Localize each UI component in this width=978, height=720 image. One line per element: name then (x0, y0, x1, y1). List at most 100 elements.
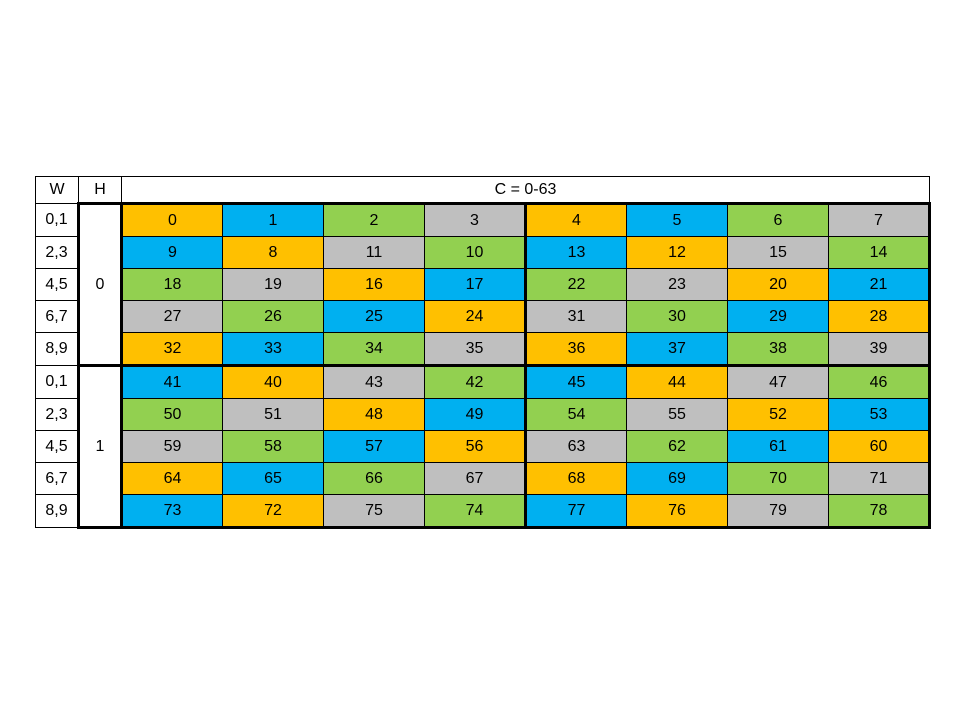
data-cell: 47 (727, 364, 829, 399)
data-cell: 55 (626, 398, 728, 431)
data-cell: 50 (120, 398, 223, 431)
data-cell: 72 (222, 494, 324, 529)
data-cell: 43 (323, 364, 425, 399)
data-cell: 71 (828, 462, 931, 495)
data-cell: 41 (120, 364, 223, 399)
data-cell: 26 (222, 300, 324, 333)
data-cell: 42 (424, 364, 526, 399)
w-label-cell: 0,1 (35, 203, 79, 237)
data-cell: 56 (424, 430, 526, 463)
data-cell: 38 (727, 332, 829, 366)
data-cell: 77 (524, 494, 627, 529)
data-cell: 27 (120, 300, 223, 333)
data-cell: 31 (524, 300, 627, 333)
data-cell: 13 (524, 236, 627, 269)
w-label-cell: 8,9 (35, 494, 79, 528)
w-label-cell: 4,5 (35, 268, 79, 301)
data-cell: 22 (524, 268, 627, 301)
data-cell: 63 (524, 430, 627, 463)
table-row: 8,9 32 33 34 35 36 37 38 39 (35, 332, 931, 366)
data-cell: 62 (626, 430, 728, 463)
table-row: 4,5 59 58 57 56 63 62 61 60 (35, 430, 931, 463)
data-cell: 32 (120, 332, 223, 366)
data-cell: 52 (727, 398, 829, 431)
data-cell: 60 (828, 430, 931, 463)
data-cell: 29 (727, 300, 829, 333)
table-row: 6,7 64 65 66 67 68 69 70 71 (35, 462, 931, 495)
data-cell: 19 (222, 268, 324, 301)
data-cell: 76 (626, 494, 728, 529)
data-cell: 46 (828, 364, 931, 399)
data-cell: 49 (424, 398, 526, 431)
data-cell: 35 (424, 332, 526, 366)
data-cell: 39 (828, 332, 931, 366)
data-cell: 53 (828, 398, 931, 431)
w-label-cell: 6,7 (35, 462, 79, 495)
data-cell: 74 (424, 494, 526, 529)
data-cell: 64 (120, 462, 223, 495)
data-cell: 17 (424, 268, 526, 301)
data-cell: 66 (323, 462, 425, 495)
data-cell: 58 (222, 430, 324, 463)
data-cell: 8 (222, 236, 324, 269)
w-label-cell: 4,5 (35, 430, 79, 463)
table-row: 8,9 73 72 75 74 77 76 79 78 (35, 494, 931, 529)
data-cell: 59 (120, 430, 223, 463)
data-cell: 34 (323, 332, 425, 366)
data-cell: 45 (524, 364, 627, 399)
data-cell: 25 (323, 300, 425, 333)
data-cell: 1 (222, 202, 324, 237)
data-cell: 20 (727, 268, 829, 301)
data-cell: 3 (424, 202, 526, 237)
data-cell: 68 (524, 462, 627, 495)
data-cell: 57 (323, 430, 425, 463)
data-cell: 5 (626, 202, 728, 237)
data-cell: 23 (626, 268, 728, 301)
data-cell: 24 (424, 300, 526, 333)
data-cell: 70 (727, 462, 829, 495)
data-cell: 51 (222, 398, 324, 431)
data-cell: 65 (222, 462, 324, 495)
data-cell: 61 (727, 430, 829, 463)
data-cell: 78 (828, 494, 931, 529)
data-cell: 48 (323, 398, 425, 431)
data-cell: 69 (626, 462, 728, 495)
memory-map-table: W H C = 0-63 0,1 0 0 1 2 3 4 5 6 7 2,3 9 8 11 10 13 12 15… (35, 176, 931, 529)
table-row: 2,3 9 8 11 10 13 12 15 14 (35, 236, 931, 269)
table-row: 6,7 27 26 25 24 31 30 29 28 (35, 300, 931, 333)
data-cell: 18 (120, 268, 223, 301)
data-cell: 67 (424, 462, 526, 495)
data-cell: 75 (323, 494, 425, 529)
h-label-cell: 1 (77, 364, 123, 529)
data-cell: 73 (120, 494, 223, 529)
data-cell: 12 (626, 236, 728, 269)
data-cell: 44 (626, 364, 728, 399)
data-cell: 33 (222, 332, 324, 366)
header-w: W (35, 176, 79, 204)
data-cell: 9 (120, 236, 223, 269)
table-row: 0,1 0 0 1 2 3 4 5 6 7 (35, 202, 931, 367)
data-cell: 15 (727, 236, 829, 269)
table-row: 0,1 1 41 40 43 42 45 44 47 46 (35, 364, 931, 529)
data-cell: 36 (524, 332, 627, 366)
data-cell: 0 (120, 202, 223, 237)
data-cell: 21 (828, 268, 931, 301)
data-cell: 10 (424, 236, 526, 269)
table-row: 2,3 50 51 48 49 54 55 52 53 (35, 398, 931, 431)
data-cell: 30 (626, 300, 728, 333)
data-cell: 4 (524, 202, 627, 237)
w-label-cell: 6,7 (35, 300, 79, 333)
w-label-cell: 8,9 (35, 332, 79, 366)
data-cell: 79 (727, 494, 829, 529)
data-cell: 14 (828, 236, 931, 269)
data-cell: 11 (323, 236, 425, 269)
h-label-cell: 0 (77, 202, 123, 367)
data-cell: 2 (323, 202, 425, 237)
data-cell: 54 (524, 398, 627, 431)
header-row: W H C = 0-63 (35, 176, 930, 204)
data-cell: 40 (222, 364, 324, 399)
table-row: 4,5 18 19 16 17 22 23 20 21 (35, 268, 931, 301)
header-h: H (78, 176, 122, 204)
w-label-cell: 0,1 (35, 365, 79, 399)
